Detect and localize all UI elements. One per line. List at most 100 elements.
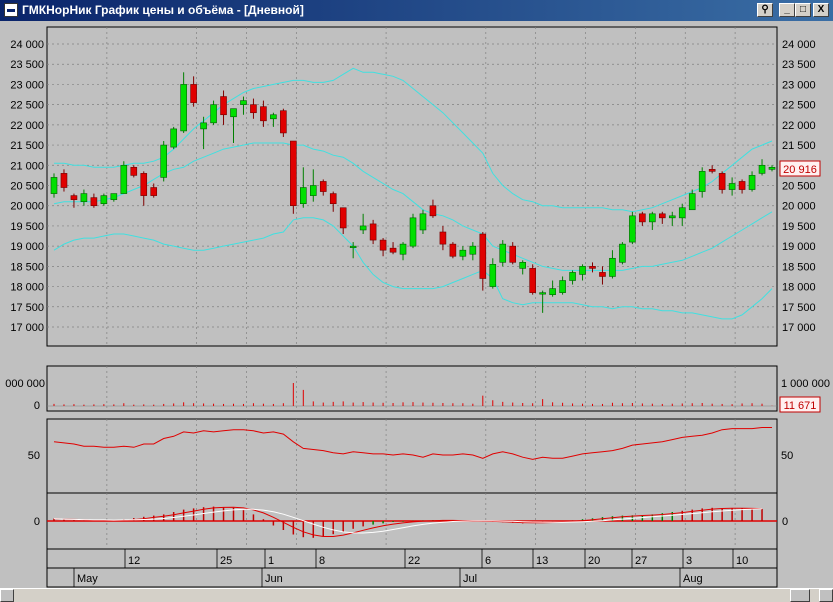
candle-up: [419, 213, 427, 231]
day-label: 20: [588, 555, 600, 567]
middle-band-line: [53, 142, 773, 271]
candle-down: [319, 181, 327, 192]
candle-down: [479, 233, 487, 279]
macd-line: [53, 506, 763, 537]
candle-up: [559, 280, 566, 293]
price-tick-right: 20 000: [782, 201, 816, 213]
day-label: 25: [220, 555, 232, 567]
price-tick-left: 18 000: [10, 282, 44, 294]
oscillator-panel[interactable]: [46, 418, 778, 503]
candle-up: [200, 122, 207, 130]
candle-up: [499, 243, 507, 263]
candle-up: [230, 108, 237, 118]
candle-down: [708, 169, 716, 172]
candle-down: [190, 84, 197, 103]
candle-up: [609, 257, 616, 277]
scroll-right-arrow[interactable]: [819, 589, 833, 602]
candle-up: [469, 245, 477, 255]
candle-down: [150, 187, 158, 196]
candle-up: [519, 262, 526, 269]
candle-down: [599, 272, 606, 277]
candle-down: [529, 268, 536, 293]
day-label: 27: [635, 555, 647, 567]
scroll-thumb[interactable]: [790, 589, 810, 602]
candle-up: [678, 207, 686, 219]
candle-down: [130, 167, 138, 176]
candle-down: [389, 247, 397, 253]
price-tick-left: 19 500: [10, 221, 44, 233]
candle-up: [579, 266, 586, 275]
day-label: 13: [536, 555, 548, 567]
window-title: ГМКНорНик График цены и объёма - [Дневно…: [22, 3, 304, 17]
candle-up: [409, 217, 417, 247]
price-tick-right: 17 000: [782, 322, 816, 334]
day-label: 1: [268, 555, 274, 567]
link-button[interactable]: ⚲: [757, 3, 773, 17]
day-label: 8: [319, 555, 325, 567]
horizontal-scrollbar[interactable]: [0, 588, 833, 602]
oscillator-line: [53, 427, 772, 460]
candle-up: [629, 215, 636, 243]
candle-down: [718, 173, 726, 190]
candle-up: [399, 243, 407, 255]
current-volume-label: 11 671: [784, 400, 817, 412]
candle-up: [688, 193, 696, 211]
candle-down: [220, 96, 227, 116]
day-label: 3: [686, 555, 692, 567]
macd-left-label: 0: [34, 516, 40, 528]
month-label: May: [77, 573, 98, 585]
osc-left-label: 50: [28, 450, 40, 462]
candle-up: [110, 193, 118, 200]
macd-panel[interactable]: [46, 492, 778, 554]
volume-right-label: 1 000 000: [781, 378, 830, 390]
candle-down: [329, 193, 337, 204]
scroll-left-arrow[interactable]: [0, 589, 14, 602]
candle-down: [140, 173, 148, 196]
current-price-label: 20 916: [783, 164, 817, 176]
day-label: 22: [408, 555, 420, 567]
candle-up: [768, 167, 776, 170]
price-tick-left: 19 000: [10, 241, 44, 253]
candle-down: [379, 239, 387, 251]
price-tick-right: 23 000: [782, 79, 816, 91]
candle-up: [549, 288, 556, 295]
maximize-button[interactable]: □: [795, 3, 811, 17]
price-tick-left: 20 500: [10, 181, 44, 193]
candle-down: [369, 223, 377, 241]
candle-up: [180, 84, 187, 132]
price-panel[interactable]: [46, 26, 778, 347]
candle-down: [429, 205, 437, 217]
lower-band-line: [53, 217, 773, 320]
candle-down: [60, 173, 68, 188]
candle-up: [100, 195, 108, 204]
candle-down: [90, 197, 98, 207]
price-tick-right: 22 000: [782, 120, 816, 132]
minimize-button[interactable]: _: [779, 3, 795, 17]
candle-up: [170, 128, 177, 148]
price-tick-left: 23 500: [10, 59, 44, 71]
candle-up: [539, 292, 546, 295]
price-tick-left: 21 000: [10, 160, 44, 172]
day-label: 6: [485, 555, 491, 567]
candle-up: [50, 177, 58, 194]
price-tick-right: 19 500: [782, 221, 816, 233]
candle-up: [569, 272, 576, 281]
candle-up: [698, 171, 706, 192]
day-label: 10: [736, 555, 748, 567]
app-icon[interactable]: [4, 3, 18, 17]
month-label: Aug: [683, 573, 703, 585]
price-tick-left: 17 500: [10, 302, 44, 314]
price-tick-left: 23 000: [10, 79, 44, 91]
candle-down: [439, 231, 447, 245]
candle-down: [738, 181, 746, 190]
candle-up: [120, 164, 128, 194]
close-button[interactable]: X: [813, 3, 829, 17]
price-tick-right: 23 500: [782, 59, 816, 71]
volume-panel[interactable]: [46, 365, 778, 412]
macd-right-label: 0: [782, 516, 788, 528]
candle-down: [290, 140, 297, 207]
candle-up: [649, 213, 656, 223]
candle-up: [80, 193, 88, 202]
candle-up: [349, 245, 357, 248]
